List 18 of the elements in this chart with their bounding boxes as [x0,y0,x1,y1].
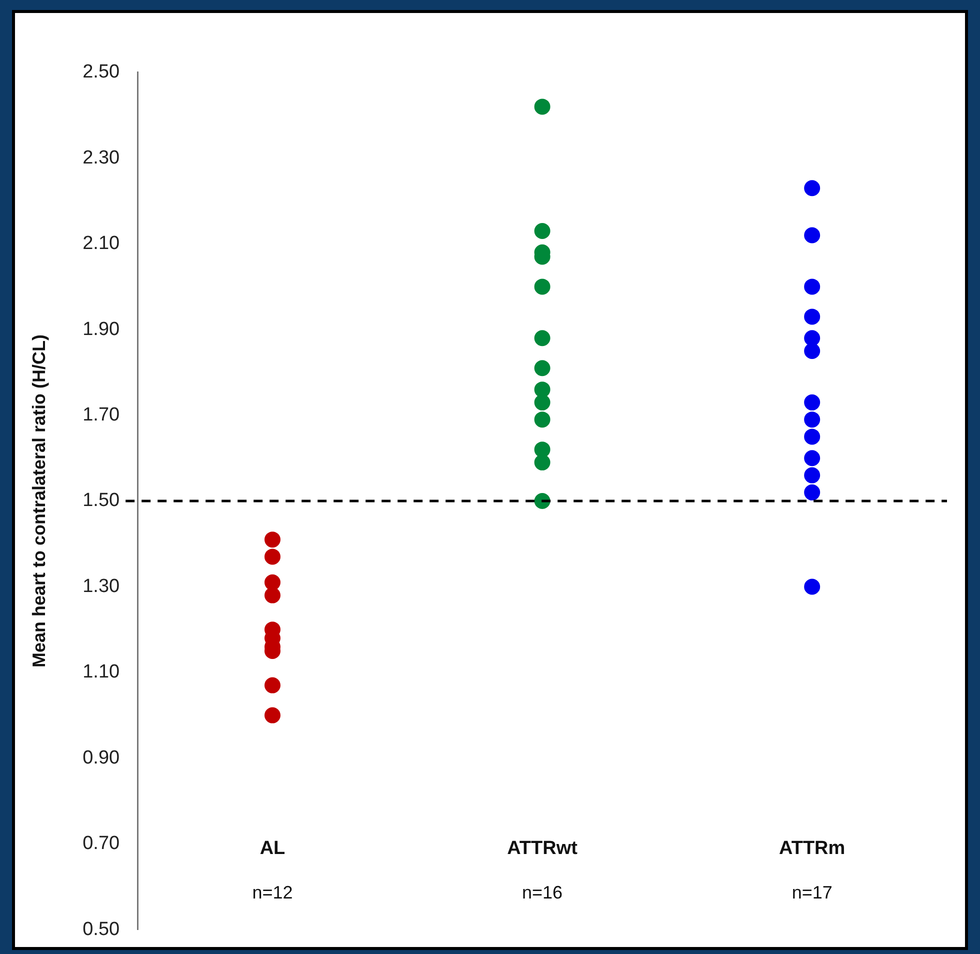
y-tick-label: 1.10 [82,662,120,683]
y-tick-label: 2.50 [82,62,120,83]
y-tick-label: 0.90 [82,747,120,768]
y-tick-label: 1.90 [82,318,120,340]
x-tick-label: AL [260,838,286,860]
x-tick-label: ATTRm [779,838,846,860]
y-tick-label: 0.50 [82,918,120,940]
y-axis-title: Mean heart to contralateral ratio (H/CL) [28,334,49,668]
x-tick-label: ATTRwt [507,838,578,860]
y-tick-label: 1.70 [82,404,120,426]
annotation: n=17 [792,882,832,903]
y-tick-label: 1.50 [82,490,120,512]
y-tick-label: 2.30 [82,147,120,168]
annotation: n=16 [522,882,563,903]
y-tick-label: 0.70 [82,833,120,854]
y-tick-label: 1.30 [82,576,120,597]
annotation: n=12 [252,882,293,903]
y-tick-label: 2.10 [82,233,120,254]
